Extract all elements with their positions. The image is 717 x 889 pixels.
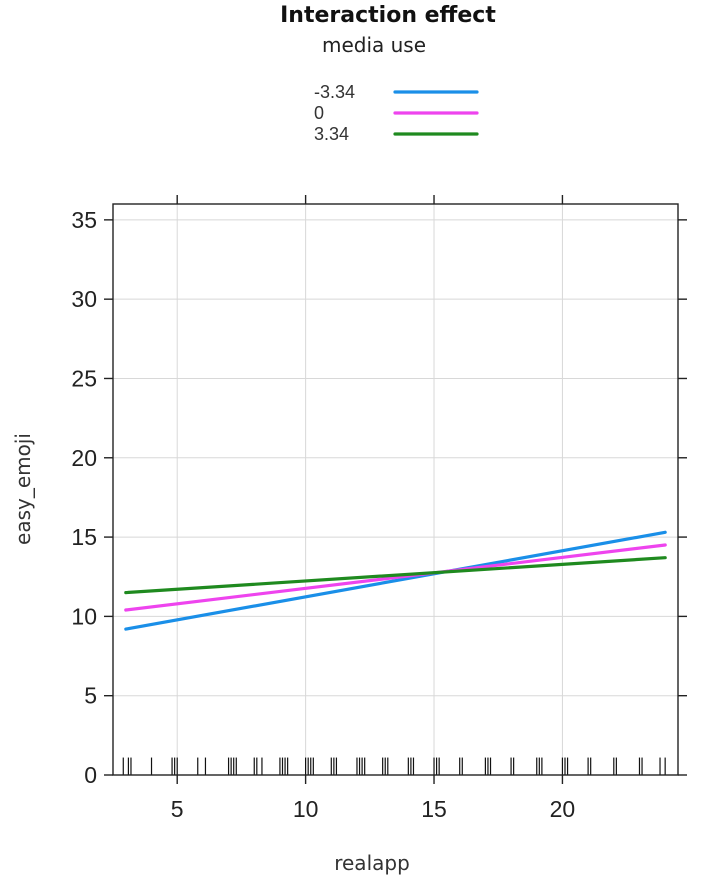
- y-tick-label: 5: [84, 683, 97, 709]
- legend-title: media use: [322, 33, 426, 57]
- axis-ticks: 5 10 15 20 0 5 10 15 20 25 30 35: [71, 195, 687, 822]
- series-line: [124, 543, 667, 612]
- y-tick-label: 0: [84, 762, 97, 788]
- grid: [113, 204, 678, 776]
- y-axis-label: easy_emoji: [11, 433, 35, 545]
- y-tick-label: 35: [71, 207, 97, 233]
- x-tick-label: 15: [421, 796, 447, 822]
- y-tick-label: 30: [71, 286, 97, 312]
- x-tick-label: 10: [293, 796, 319, 822]
- x-tick-label: 5: [171, 796, 184, 822]
- x-axis-label: realapp: [334, 851, 410, 875]
- y-tick-label: 15: [71, 524, 97, 550]
- x-tick-label: 20: [550, 796, 576, 822]
- y-tick-label: 20: [71, 445, 97, 471]
- series-line: [124, 556, 667, 595]
- y-tick-label: 25: [71, 365, 97, 391]
- series-line: [124, 530, 667, 631]
- legend-label: -3.34: [314, 82, 355, 102]
- legend-label: 0: [314, 103, 324, 123]
- series-lines: [124, 530, 667, 631]
- plot-frame: [112, 203, 679, 776]
- legend-label: 3.34: [314, 124, 349, 144]
- rug: [122, 757, 666, 775]
- chart-title: Interaction effect: [280, 3, 496, 28]
- y-tick-label: 10: [71, 603, 97, 629]
